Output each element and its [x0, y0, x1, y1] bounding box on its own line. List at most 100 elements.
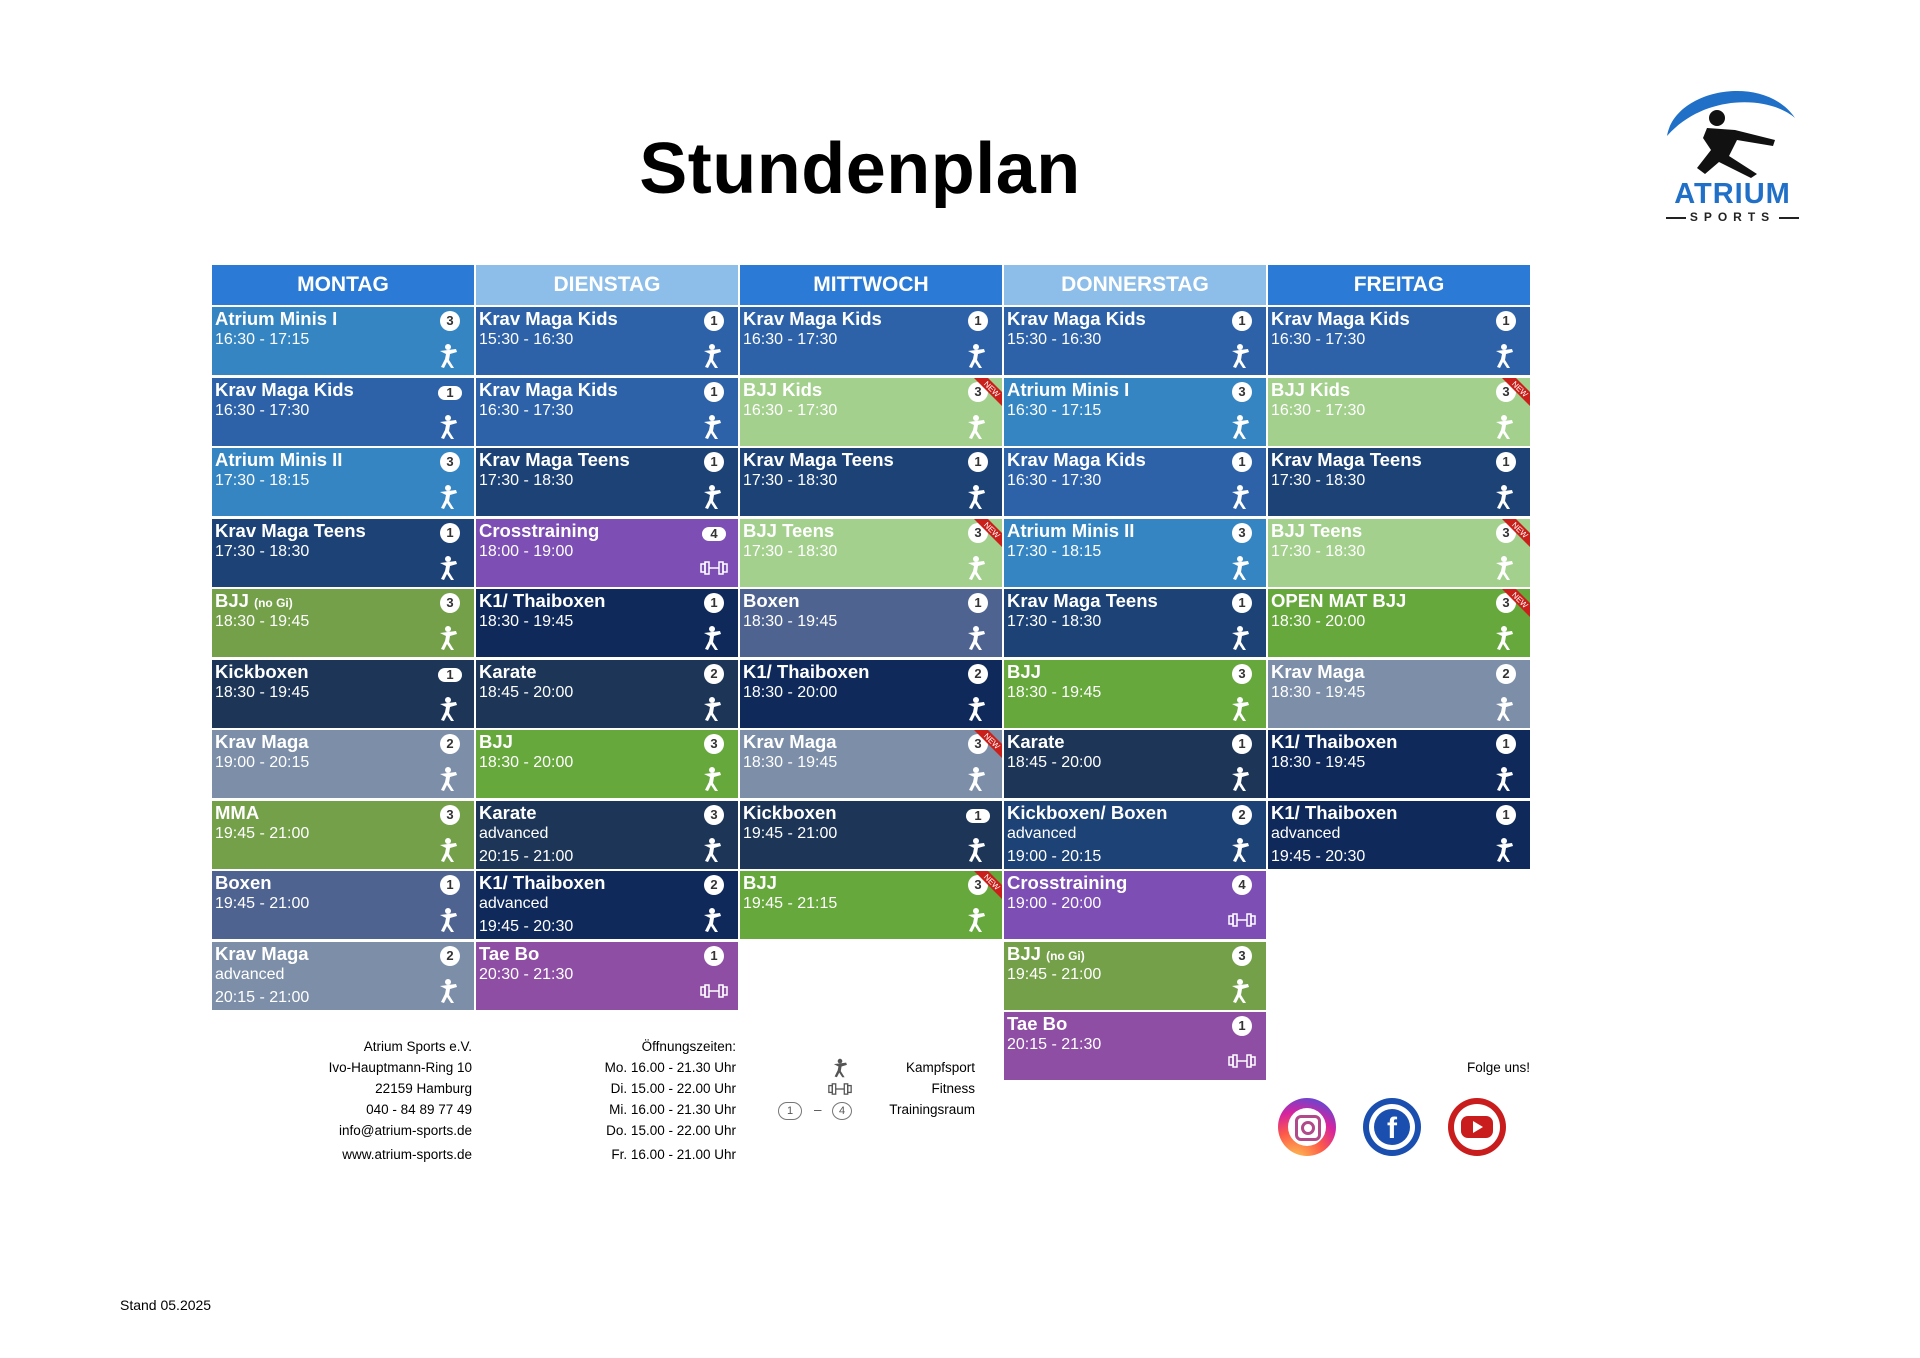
room-number-badge: 2 — [1232, 805, 1252, 825]
room-number-badge: 1 — [704, 382, 724, 402]
class-name: BJJ (no Gi) — [215, 590, 293, 611]
range-dash: – — [814, 1102, 822, 1117]
class-cell: Kickboxen/ Boxen advanced 19:00 - 20:15 2 — [1004, 801, 1266, 869]
class-cell: Crosstraining 18:00 - 19:00 4 — [476, 519, 738, 587]
class-cell: Krav Maga 18:30 - 19:45 2 — [1268, 660, 1530, 728]
class-cell: K1/ Thaiboxen advanced 19:45 - 20:30 2 — [476, 871, 738, 939]
class-time: 18:30 - 20:00 — [479, 754, 574, 771]
new-ribbon-icon: NEW — [1492, 378, 1530, 416]
class-name: Krav Maga — [215, 731, 309, 752]
class-time: 19:45 - 21:00 — [1007, 966, 1102, 983]
class-name: Krav Maga Teens — [215, 520, 366, 541]
kampfsport-icon — [436, 978, 460, 1004]
instagram-icon[interactable] — [1278, 1098, 1336, 1156]
room-number-badge: 1 — [1496, 452, 1516, 472]
class-name: Atrium Minis I — [215, 308, 338, 329]
fitness-icon — [1228, 907, 1256, 933]
class-cell: Krav Maga Kids 16:30 - 17:30 1 — [740, 307, 1002, 375]
facebook-icon[interactable]: f — [1363, 1098, 1421, 1156]
room-number-badge: 2 — [440, 734, 460, 754]
class-name: BJJ Teens — [1271, 520, 1363, 541]
fitness-icon — [700, 555, 728, 581]
room-number-badge: 1 — [968, 311, 988, 331]
legend-label: Trainingsraum — [889, 1102, 975, 1117]
class-cell: Atrium Minis I 16:30 - 17:15 3 — [1004, 378, 1266, 446]
class-name: Krav Maga Kids — [1271, 308, 1410, 329]
class-name: Krav Maga Teens — [479, 449, 630, 470]
class-time: 19:45 - 21:00 — [743, 825, 838, 842]
kampfsport-icon — [700, 414, 724, 440]
class-name: Kickboxen — [215, 661, 309, 682]
class-time: 17:30 - 18:30 — [743, 543, 838, 560]
kampfsport-icon — [436, 414, 460, 440]
class-time: advanced — [479, 825, 549, 842]
class-name: Krav Maga Kids — [479, 379, 618, 400]
class-time: 18:00 - 19:00 — [479, 543, 574, 560]
logo-sub-text: SPORTS — [1645, 210, 1820, 224]
website-link[interactable]: www.atrium-sports.de — [342, 1147, 472, 1162]
kampfsport-icon — [1492, 343, 1516, 369]
fitness-icon — [828, 1083, 852, 1095]
class-cell: BJJ 19:45 - 21:15 3 NEW — [740, 871, 1002, 939]
kampfsport-icon — [436, 555, 460, 581]
class-time: advanced — [479, 895, 549, 912]
kampfsport-icon — [436, 484, 460, 510]
kampfsport-icon — [436, 907, 460, 933]
room-number-badge: 2 — [1496, 664, 1516, 684]
email-link[interactable]: info@atrium-sports.de — [338, 1123, 472, 1138]
kampfsport-icon — [700, 343, 724, 369]
address-line: 040 - 84 89 77 49 — [366, 1102, 472, 1117]
class-cell: Kickboxen 18:30 - 19:45 1 — [212, 660, 474, 728]
class-time: 18:30 - 20:00 — [743, 684, 838, 701]
kampfsport-icon — [1228, 343, 1252, 369]
class-name: Krav Maga Teens — [1007, 590, 1158, 611]
class-time: 16:30 - 17:30 — [215, 402, 310, 419]
class-name-note: (no Gi) — [254, 596, 293, 610]
class-cell: Boxen 18:30 - 19:45 1 — [740, 589, 1002, 657]
class-name: Karate — [479, 661, 537, 682]
class-time: 17:30 - 18:30 — [215, 543, 310, 560]
class-time: 19:00 - 20:15 — [215, 754, 310, 771]
class-name: Krav Maga Kids — [215, 379, 354, 400]
day-header-freitag: FREITAG — [1268, 265, 1530, 305]
class-name: Krav Maga Teens — [743, 449, 894, 470]
class-time: 17:30 - 18:30 — [1007, 613, 1102, 630]
class-cell: Krav Maga 19:00 - 20:15 2 — [212, 730, 474, 798]
room-number-badge: 2 — [704, 664, 724, 684]
class-cell: K1/ Thaiboxen 18:30 - 19:45 1 — [1268, 730, 1530, 798]
class-time: 17:30 - 18:30 — [743, 472, 838, 489]
class-time: 18:30 - 19:45 — [1271, 754, 1366, 771]
class-time: 16:30 - 17:30 — [479, 402, 574, 419]
address-line: 22159 Hamburg — [375, 1081, 472, 1096]
room-number-icon: 1 — [778, 1102, 802, 1120]
class-cell: Kickboxen 19:45 - 21:00 1 — [740, 801, 1002, 869]
room-number-badge: 1 — [704, 311, 724, 331]
day-header-donnerstag: DONNERSTAG — [1004, 265, 1266, 305]
room-number-badge: 1 — [1496, 805, 1516, 825]
hours-title: Öffnungszeiten: — [641, 1039, 736, 1054]
class-cell: BJJ 18:30 - 19:45 3 — [1004, 660, 1266, 728]
class-name: Tae Bo — [479, 943, 540, 964]
follow-us: Folge uns! — [1466, 1060, 1530, 1075]
class-cell: Krav Maga Kids 16:30 - 17:30 1 — [1268, 307, 1530, 375]
kampfsport-icon — [436, 766, 460, 792]
kampfsport-icon — [1228, 414, 1252, 440]
kampfsport-icon — [1492, 766, 1516, 792]
room-number-badge: 1 — [1232, 1016, 1252, 1036]
room-number-badge: 3 — [1232, 946, 1252, 966]
room-number-badge: 1 — [966, 809, 990, 823]
class-name: BJJ — [1007, 661, 1041, 682]
youtube-icon[interactable] — [1448, 1098, 1506, 1156]
hours-line: Mo. 16.00 - 21.30 Uhr — [604, 1060, 736, 1075]
class-cell: Krav Maga Teens 17:30 - 18:30 1 — [476, 448, 738, 516]
legend-label: Kampfsport — [905, 1060, 975, 1075]
hours-line: Mi. 16.00 - 21.30 Uhr — [609, 1102, 736, 1117]
logo-brand-text: ATRIUM — [1674, 178, 1791, 210]
class-time: 19:45 - 21:15 — [743, 895, 838, 912]
class-time: 19:00 - 20:00 — [1007, 895, 1102, 912]
room-number-badge: 3 — [1232, 382, 1252, 402]
room-number-badge: 1 — [1496, 311, 1516, 331]
class-name: Crosstraining — [1007, 872, 1128, 893]
class-time: advanced — [1271, 825, 1341, 842]
class-name: Krav Maga Kids — [479, 308, 618, 329]
